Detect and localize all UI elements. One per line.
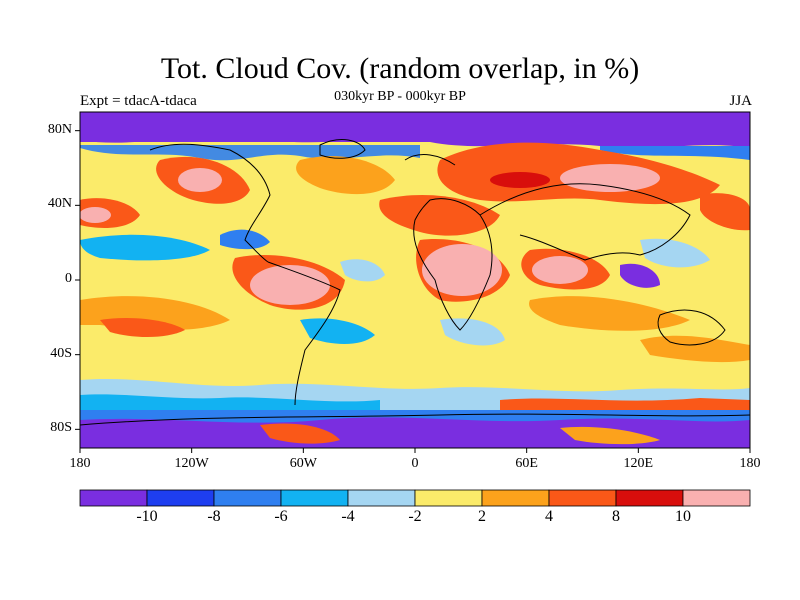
colorbar-swatch <box>548 489 617 507</box>
colorbar-tick-label: 10 <box>675 508 691 525</box>
colorbar-tick-label: -10 <box>136 508 158 525</box>
colorbar-swatch <box>79 489 148 507</box>
colorbar-tick-label: 8 <box>612 508 620 525</box>
colorbar-tick-label: 2 <box>478 508 486 525</box>
colorbar-swatch <box>615 489 684 507</box>
x-tick-label: 120W <box>174 456 209 471</box>
anomaly-field <box>80 112 750 448</box>
y-tick-label: 40S <box>50 345 72 361</box>
colorbar-tick-label: -2 <box>408 508 422 525</box>
x-tick-label: 0 <box>411 456 419 471</box>
coastlines <box>80 139 750 426</box>
period-label: 030kyr BP - 000kyr BP <box>334 89 466 104</box>
colorbar-tick-label: -4 <box>341 508 355 525</box>
colorbar-swatch <box>347 489 416 507</box>
colorbar-swatch <box>414 489 483 507</box>
colorbar-swatch <box>280 489 349 507</box>
colorbar-tick-label: -8 <box>207 508 221 525</box>
y-tick-label: 80S <box>50 420 72 436</box>
colorbar-swatch <box>682 489 751 507</box>
y-tick-label: 80N <box>47 121 72 137</box>
axis-ticks <box>75 130 751 453</box>
colorbar-swatch <box>213 489 282 507</box>
y-tick-label: 0 <box>65 271 72 286</box>
season-label: JJA <box>729 93 752 109</box>
plot-title: Tot. Cloud Cov. (random overlap, in %) <box>160 52 640 85</box>
colorbar-tick-label: 4 <box>545 508 553 525</box>
colorbar-swatch <box>146 489 215 507</box>
colorbar <box>79 489 751 507</box>
colorbar-tick-label: -6 <box>274 508 288 525</box>
x-tick-label: 180 <box>739 456 761 471</box>
y-tick-label: 40N <box>47 196 72 212</box>
colorbar-swatch <box>481 489 550 507</box>
x-tick-label: 120E <box>623 456 654 471</box>
x-tick-label: 60E <box>515 456 538 471</box>
experiment-label: Expt = tdacA-tdaca <box>80 93 197 109</box>
x-tick-label: 60W <box>289 456 317 471</box>
x-tick-label: 180 <box>69 456 91 471</box>
